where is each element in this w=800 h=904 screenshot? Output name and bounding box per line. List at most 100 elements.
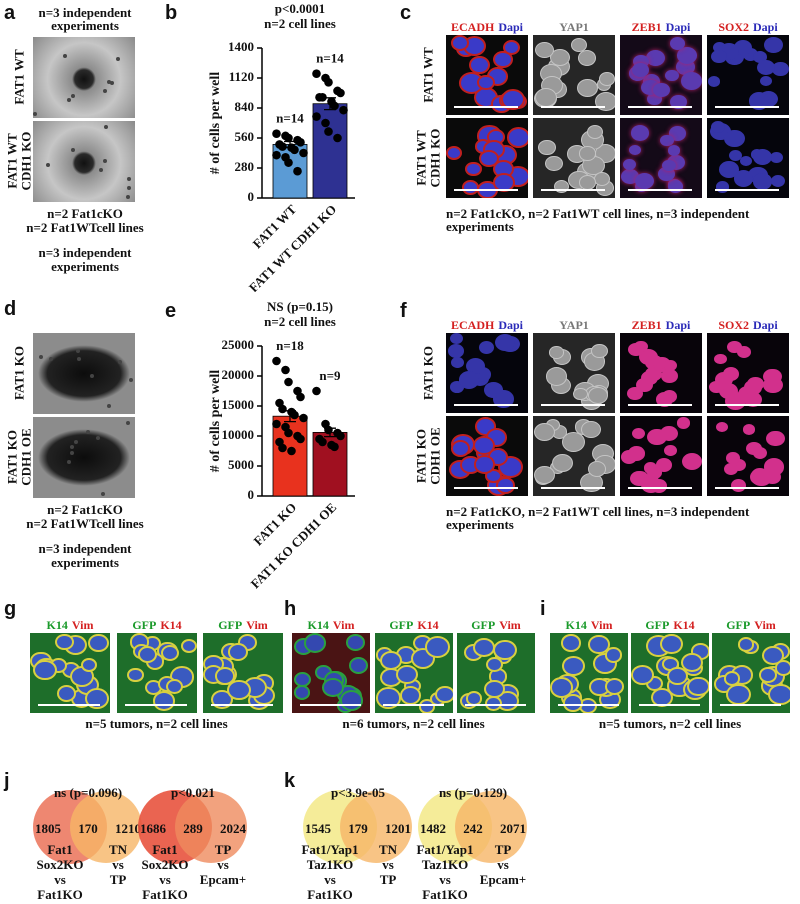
y-tick-label: 280 bbox=[235, 159, 255, 174]
stain-label: Vim bbox=[590, 618, 613, 632]
venn-title: ns (p=0.129) bbox=[439, 785, 507, 800]
row-label: FAT1 WT bbox=[420, 47, 436, 103]
micrograph bbox=[707, 416, 789, 496]
column-header: ECADH Dapi bbox=[446, 20, 528, 35]
row-label: CDH1 KO bbox=[427, 128, 443, 188]
y-tick-label: 25000 bbox=[222, 337, 255, 352]
venn-count: 242 bbox=[463, 821, 483, 836]
row-label: FAT1 KO bbox=[420, 345, 436, 401]
stain-label: ZEB1 bbox=[631, 20, 662, 34]
venn-set bbox=[175, 791, 247, 863]
data-point bbox=[312, 69, 321, 79]
venn-count: 170 bbox=[78, 821, 98, 836]
column-header: YAP1 bbox=[533, 20, 615, 35]
micrograph bbox=[33, 37, 135, 118]
stain-label: ZEB1 bbox=[631, 318, 662, 332]
stain-label: ECADH bbox=[450, 20, 495, 34]
stain-label: Dapi bbox=[665, 20, 691, 34]
y-tick-label: 840 bbox=[235, 99, 255, 114]
stain-label: K14 bbox=[307, 618, 329, 632]
micrograph bbox=[620, 35, 702, 115]
data-point bbox=[287, 446, 296, 456]
y-tick-label: 20000 bbox=[222, 367, 255, 382]
set-label: Epcam+ bbox=[200, 872, 246, 887]
data-point bbox=[284, 158, 293, 167]
data-point bbox=[278, 142, 287, 151]
stain-label: SOX2 bbox=[718, 20, 749, 34]
panel-label: a bbox=[4, 2, 16, 24]
set-label: TP bbox=[215, 842, 232, 857]
panel-label: f bbox=[400, 300, 407, 322]
micrograph bbox=[707, 118, 789, 198]
row-label: FAT1 WT bbox=[11, 49, 27, 105]
micrograph bbox=[533, 333, 615, 413]
set-label: TP bbox=[110, 872, 127, 887]
annotation: n=2 cell lines bbox=[264, 314, 336, 329]
column-header: K14 Vim bbox=[550, 618, 628, 633]
stain-label: K14 bbox=[673, 618, 695, 632]
y-tick-label: 560 bbox=[235, 129, 255, 144]
data-point bbox=[272, 129, 281, 139]
stain-label: Vim bbox=[754, 618, 776, 632]
set-label: vs bbox=[324, 872, 336, 887]
micrograph bbox=[707, 333, 789, 413]
data-point bbox=[290, 145, 299, 155]
y-tick-label: 10000 bbox=[222, 427, 255, 442]
data-point bbox=[324, 77, 333, 87]
annotation: n=2 cell lines bbox=[264, 16, 336, 31]
stain-label: Vim bbox=[332, 618, 355, 632]
data-point bbox=[330, 442, 339, 452]
y-tick-label: 1400 bbox=[228, 39, 254, 54]
micrograph bbox=[712, 633, 790, 713]
data-point bbox=[290, 410, 299, 420]
data-point bbox=[336, 88, 345, 98]
data-point bbox=[318, 437, 327, 447]
row-label: FAT1 WT bbox=[413, 130, 429, 186]
y-tick-label: 1120 bbox=[229, 69, 254, 84]
panel-label: c bbox=[400, 2, 412, 24]
panel-label: b bbox=[165, 2, 178, 24]
stain-label: GFP bbox=[645, 618, 670, 632]
venn-count: 2071 bbox=[500, 821, 526, 836]
row-label: CDH1 OE bbox=[18, 428, 34, 486]
data-point bbox=[336, 431, 345, 441]
note: n=2 Fat1WTcell lines bbox=[26, 516, 144, 531]
venn-title: ns (p=0.096) bbox=[54, 785, 122, 800]
note: n=6 tumors, n=2 cell lines bbox=[342, 716, 485, 731]
panel-label: g bbox=[4, 598, 17, 620]
panel-label: j bbox=[4, 770, 10, 792]
set-label: vs bbox=[217, 857, 229, 872]
stain-label: K14 bbox=[46, 618, 68, 632]
venn-set bbox=[455, 791, 527, 863]
note: experiments bbox=[51, 18, 119, 33]
column-header: ECADH Dapi bbox=[446, 318, 528, 333]
note: n=3 independent bbox=[38, 245, 132, 260]
data-point bbox=[278, 404, 287, 414]
note: experiments bbox=[446, 219, 514, 234]
micrograph bbox=[33, 333, 135, 414]
row-label: FAT1 KO bbox=[4, 429, 20, 485]
set-label: vs bbox=[497, 857, 509, 872]
micrograph bbox=[446, 35, 528, 115]
column-header: GFP Vim bbox=[712, 618, 790, 633]
note: n=3 independent bbox=[38, 541, 132, 556]
bar bbox=[272, 415, 308, 497]
column-header: GFP Vim bbox=[203, 618, 283, 633]
note: experiments bbox=[51, 555, 119, 570]
data-point bbox=[284, 428, 293, 438]
stain-label: YAP1 bbox=[559, 318, 589, 332]
micrograph bbox=[117, 633, 197, 713]
column-header: GFP Vim bbox=[457, 618, 535, 633]
stain-label: K14 bbox=[160, 618, 182, 632]
stain-label: SOX2 bbox=[718, 318, 749, 332]
set-label: Sox2KO bbox=[142, 857, 189, 872]
micrograph bbox=[33, 121, 135, 202]
column-header: GFP K14 bbox=[631, 618, 709, 633]
set-label: TN bbox=[109, 842, 128, 857]
set-label: Fat1 bbox=[47, 842, 72, 857]
venn-count: 1545 bbox=[305, 821, 332, 836]
y-axis-label: # of cells per well bbox=[208, 370, 223, 472]
note: n=2 Fat1cKO bbox=[47, 502, 123, 517]
set-label: TP bbox=[380, 872, 397, 887]
note: experiments bbox=[446, 517, 514, 532]
